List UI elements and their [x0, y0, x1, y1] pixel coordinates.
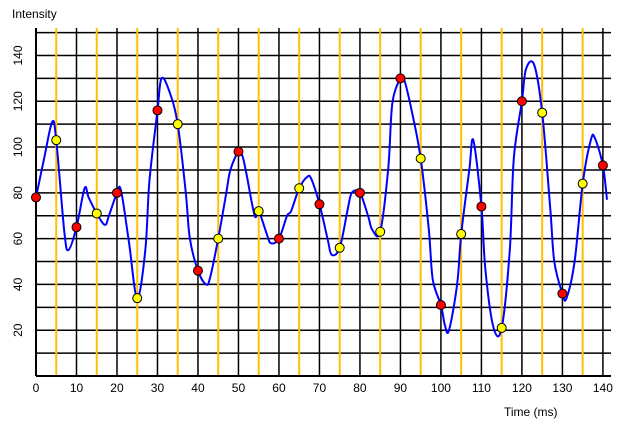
yellow-data-point: [213, 233, 224, 244]
red-data-point: [111, 187, 122, 198]
x-tick-label: 50: [232, 381, 246, 395]
yellow-data-point: [172, 119, 183, 130]
yellow-data-point: [253, 206, 264, 217]
x-tick-label: 120: [512, 381, 532, 395]
x-tick-label: 20: [110, 381, 124, 395]
yellow-data-point: [537, 107, 548, 118]
red-data-point: [395, 73, 406, 84]
x-tick-label: 90: [394, 381, 408, 395]
yellow-data-point: [496, 322, 507, 333]
x-tick-label: 40: [191, 381, 205, 395]
x-tick-label: 140: [593, 381, 613, 395]
data-points: [31, 73, 608, 333]
yellow-data-point: [456, 229, 467, 240]
x-tick-label: 70: [313, 381, 327, 395]
x-tick-label: 60: [272, 381, 286, 395]
x-tick-label: 0: [33, 381, 40, 395]
x-tick-label: 30: [151, 381, 165, 395]
red-data-point: [476, 201, 487, 212]
y-axis-title: Intensity: [12, 7, 57, 21]
red-data-point: [31, 192, 41, 203]
red-data-point: [314, 199, 325, 210]
x-tick-label: 110: [472, 381, 491, 395]
intensity-curve: [35, 60, 608, 338]
vertical-markers: [55, 28, 584, 376]
red-data-point: [152, 105, 163, 116]
yellow-data-point: [334, 242, 345, 253]
yellow-data-point: [132, 293, 143, 304]
tick-labels: 0 10 20 30 40 50 60 70 80 90 100 110 120 130 140 20 40 60…: [11, 45, 613, 395]
red-data-point: [557, 288, 568, 299]
x-tick-label: 100: [431, 381, 451, 395]
yellow-data-point: [294, 183, 305, 194]
red-data-point: [516, 96, 527, 107]
yellow-data-point: [375, 226, 386, 237]
x-tick-label: 80: [353, 381, 367, 395]
y-tick-label: 60: [11, 232, 25, 246]
red-data-point: [233, 146, 244, 157]
yellow-data-point: [91, 208, 102, 219]
series-curve: [35, 60, 608, 338]
yellow-data-point: [577, 178, 588, 189]
red-data-point: [597, 160, 608, 171]
y-tick-label: 120: [11, 91, 25, 111]
x-tick-label: 10: [70, 381, 84, 395]
y-tick-label: 20: [11, 323, 25, 337]
x-tick-label: 130: [552, 381, 572, 395]
y-tick-label: 40: [11, 277, 25, 291]
y-tick-label: 80: [11, 186, 25, 200]
red-data-point: [71, 222, 82, 233]
red-data-point: [192, 265, 203, 276]
y-tick-label: 100: [11, 137, 25, 157]
red-data-point: [354, 187, 365, 198]
red-data-point: [435, 300, 446, 311]
y-tick-label: 140: [11, 45, 25, 65]
red-data-point: [273, 233, 284, 244]
yellow-data-point: [415, 153, 426, 164]
x-axis-title: Time (ms): [504, 405, 558, 419]
yellow-data-point: [51, 135, 62, 146]
